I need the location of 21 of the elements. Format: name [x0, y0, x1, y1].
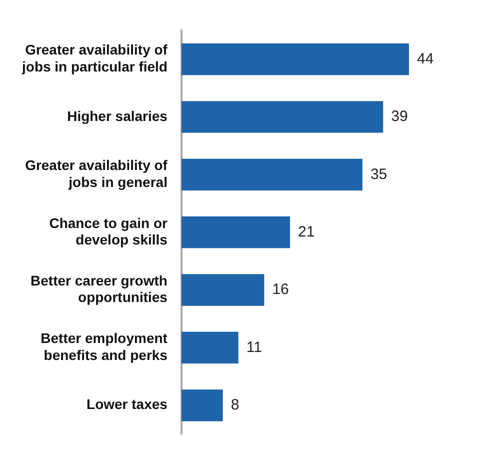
y-tick-label: Higher salaries: [67, 108, 168, 124]
y-tick-label: Greater availability of jobs in particular field: [21, 42, 168, 74]
y-tick-label: Lower taxes: [86, 396, 168, 412]
bar: [181, 101, 384, 133]
y-tick-label: Better career growth opportunities: [30, 272, 168, 306]
data-label: 39: [391, 108, 408, 126]
data-label: 44: [416, 50, 434, 68]
y-tick-label: Better employment benefits and perks: [40, 330, 168, 363]
y-tick-label: Chance to gain or develop skills: [49, 214, 168, 248]
data-label: 11: [246, 338, 262, 356]
data-label: 8: [230, 396, 240, 414]
data-label: 35: [370, 166, 388, 183]
bar: [181, 158, 362, 190]
bar: [181, 389, 223, 422]
data-label: 16: [272, 281, 289, 298]
data-label: 21: [298, 223, 315, 240]
bar: [181, 43, 409, 76]
bar: [181, 332, 238, 364]
y-tick-label: Greater availability of jobs in general: [25, 157, 168, 190]
bar: [181, 274, 264, 306]
bar: [181, 216, 290, 248]
